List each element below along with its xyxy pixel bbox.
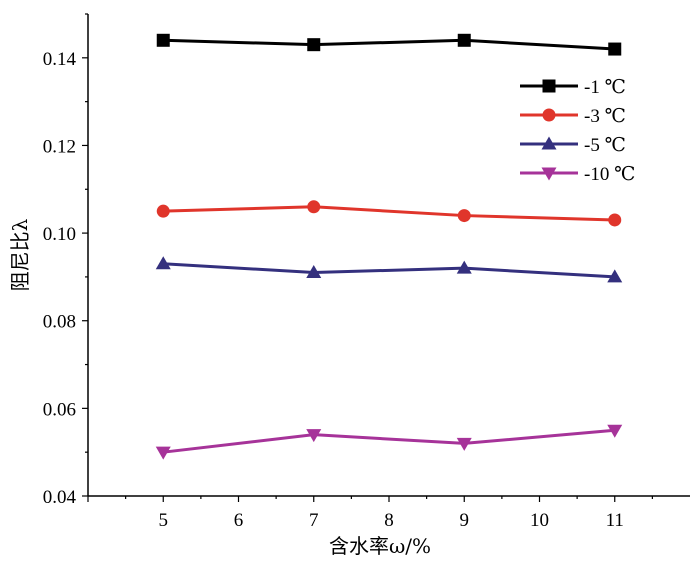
series xyxy=(155,424,623,460)
legend-label: -5 ℃ xyxy=(584,135,626,156)
data-point xyxy=(306,429,322,443)
series-group xyxy=(155,33,623,460)
legend-marker xyxy=(541,136,557,150)
legend-marker xyxy=(542,79,556,93)
tick-labels: 5 6 7 8 9 10 11 0.04 0.06 0.08 0.10 0.12 0.14 xyxy=(43,49,624,531)
series xyxy=(155,256,623,283)
legend: -1 ℃ -3 ℃ -5 ℃ -10 ℃ xyxy=(520,77,635,185)
x-tick-label: 6 xyxy=(234,510,244,531)
series-line xyxy=(163,262,615,279)
series xyxy=(156,200,622,227)
tick-marks xyxy=(82,13,653,502)
data-point xyxy=(307,38,321,52)
series-line xyxy=(163,205,615,222)
series-line xyxy=(163,428,615,454)
data-point xyxy=(608,213,622,227)
data-point xyxy=(457,33,471,47)
legend-label: -1 ℃ xyxy=(584,77,626,98)
y-axis-title: 阻尼比λ xyxy=(8,218,32,291)
series-line xyxy=(163,38,615,51)
y-tick-label: 0.12 xyxy=(43,136,76,157)
data-point xyxy=(456,437,472,451)
data-point xyxy=(608,42,622,56)
legend-label: -10 ℃ xyxy=(584,164,635,185)
data-point xyxy=(607,424,623,438)
data-point xyxy=(607,269,623,283)
x-tick-label: 5 xyxy=(159,510,169,531)
data-point xyxy=(156,204,170,218)
data-point xyxy=(456,260,472,274)
x-tick-label: 9 xyxy=(460,510,470,531)
data-point xyxy=(457,209,471,223)
data-point xyxy=(156,33,170,47)
y-tick-label: 0.04 xyxy=(43,487,77,508)
x-tick-label: 10 xyxy=(530,510,549,531)
legend-item: -10 ℃ xyxy=(520,164,635,185)
data-point xyxy=(155,446,171,460)
data-point xyxy=(307,200,321,214)
x-axis-title: 含水率ω/% xyxy=(329,534,431,558)
legend-marker xyxy=(542,108,556,122)
x-tick-label: 8 xyxy=(384,510,394,531)
data-point xyxy=(306,265,322,279)
legend-label: -3 ℃ xyxy=(584,106,626,127)
data-point xyxy=(155,256,171,270)
y-tick-label: 0.06 xyxy=(43,399,76,420)
y-tick-label: 0.10 xyxy=(43,224,76,245)
x-tick-label: 7 xyxy=(309,510,319,531)
y-tick-label: 0.14 xyxy=(43,49,77,70)
x-tick-label: 11 xyxy=(606,510,624,531)
legend-item: -1 ℃ xyxy=(520,77,626,98)
legend-item: -3 ℃ xyxy=(520,106,626,127)
series xyxy=(156,33,622,56)
legend-marker xyxy=(541,167,557,181)
legend-item: -5 ℃ xyxy=(520,135,626,156)
y-tick-label: 0.08 xyxy=(43,312,76,333)
